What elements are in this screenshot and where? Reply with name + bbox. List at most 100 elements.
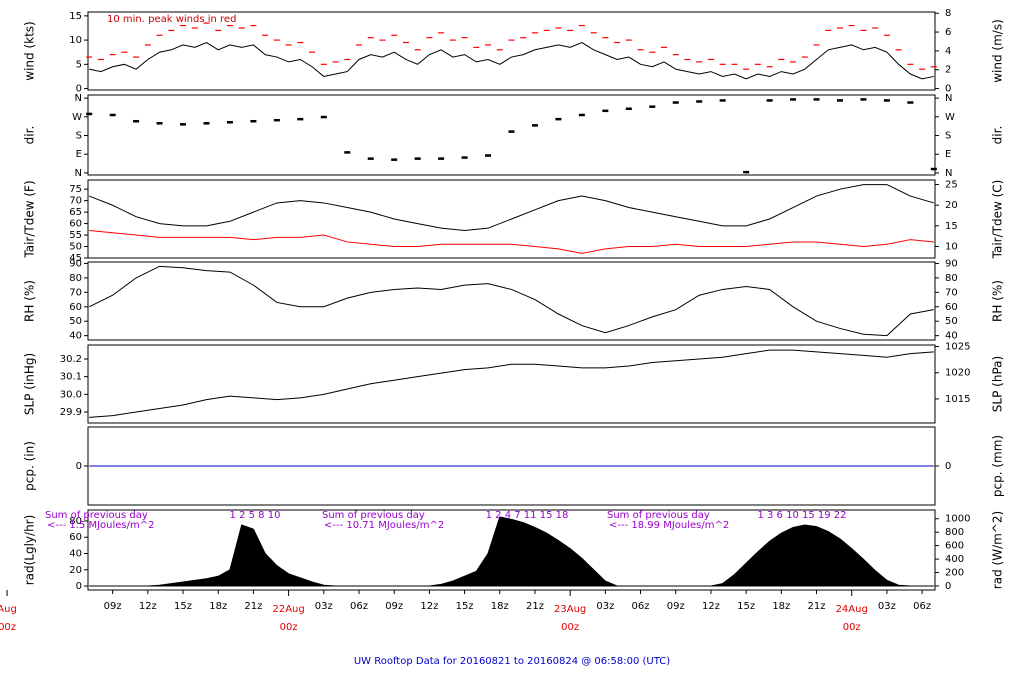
dir-point bbox=[790, 98, 797, 101]
x-tick-label: 03z bbox=[878, 601, 896, 612]
dir-point bbox=[508, 130, 515, 133]
y2-axis-label: Tair/Tdew (C) bbox=[991, 180, 1005, 260]
y-tick-label: N bbox=[75, 93, 82, 104]
y-axis-label: dir. bbox=[23, 126, 37, 145]
dir-point bbox=[766, 99, 773, 102]
x-tick-label: 15z bbox=[174, 601, 192, 612]
y2-tick-label: 10 bbox=[945, 241, 958, 252]
x-tick-label: 06z bbox=[350, 601, 368, 612]
y-tick-label: 0 bbox=[76, 461, 82, 472]
y2-tick-label: 800 bbox=[945, 527, 964, 538]
y2-tick-label: 80 bbox=[945, 273, 958, 284]
x-tick-label: 18z bbox=[772, 601, 790, 612]
day-label: 23Aug bbox=[554, 604, 586, 615]
y2-tick-label: 600 bbox=[945, 541, 964, 552]
y-tick-label: E bbox=[76, 149, 82, 160]
day-label: 24Aug bbox=[836, 604, 868, 615]
y-axis-label: rad(Lgly/hr) bbox=[23, 515, 37, 586]
y2-tick-label: 15 bbox=[945, 221, 958, 232]
x-tick-label: 06z bbox=[913, 601, 931, 612]
y2-tick-label: 2 bbox=[945, 65, 951, 76]
y2-tick-label: S bbox=[945, 131, 951, 142]
dir-point bbox=[743, 170, 750, 174]
y2-tick-label: 50 bbox=[945, 316, 958, 327]
y2-tick-label: 1015 bbox=[945, 394, 970, 405]
day-hour-label: 00z bbox=[0, 622, 16, 633]
y2-tick-label: 1000 bbox=[945, 514, 970, 525]
y2-tick-label: 0 bbox=[945, 84, 951, 95]
day-hour-label: 00z bbox=[843, 622, 861, 633]
y-tick-label: 60 bbox=[69, 532, 82, 543]
series-line bbox=[88, 184, 934, 231]
dir-point bbox=[226, 121, 233, 124]
dir-point bbox=[813, 98, 820, 101]
y2-tick-label: 90 bbox=[945, 258, 958, 269]
dir-point bbox=[438, 157, 445, 160]
dir-point bbox=[696, 100, 703, 103]
x-tick-label: 15z bbox=[737, 601, 755, 612]
dir-point bbox=[320, 115, 327, 119]
dir-point bbox=[86, 112, 93, 116]
dir-point bbox=[649, 105, 656, 108]
day-hour-label: 00z bbox=[280, 622, 298, 633]
x-tick-label: 09z bbox=[104, 601, 122, 612]
x-tick-label: 21z bbox=[808, 601, 826, 612]
y2-tick-label: 40 bbox=[945, 331, 958, 342]
y-tick-label: 55 bbox=[69, 230, 82, 241]
dir-point bbox=[555, 117, 562, 121]
y-tick-label: 60 bbox=[69, 219, 82, 230]
y-tick-label: 65 bbox=[69, 207, 82, 218]
y-axis-label: RH (%) bbox=[23, 280, 37, 322]
x-tick-label: 12z bbox=[420, 601, 438, 612]
y2-tick-label: N bbox=[945, 168, 952, 179]
y2-tick-label: 25 bbox=[945, 180, 958, 191]
dir-point bbox=[883, 99, 890, 102]
rad-note: <--- 18.99 MJoules/m^2 bbox=[609, 520, 729, 531]
hour-marks: 1 2 5 8 10 bbox=[230, 510, 281, 521]
chart-title: UW Rooftop Data for 20160821 to 20160824… bbox=[354, 656, 670, 667]
y-tick-label: 70 bbox=[69, 287, 82, 298]
day-label: Aug bbox=[0, 604, 17, 615]
x-tick-label: 09z bbox=[667, 601, 685, 612]
y-tick-label: 80 bbox=[69, 273, 82, 284]
y2-tick-label: 1020 bbox=[945, 368, 970, 379]
dir-point bbox=[109, 113, 116, 117]
y-tick-label: 45 bbox=[69, 253, 82, 264]
x-tick-label: 06z bbox=[632, 601, 650, 612]
note: 10 min. peak winds in red bbox=[107, 14, 236, 25]
rad-note: Sum of previous day bbox=[607, 510, 710, 521]
panel-frame bbox=[87, 509, 936, 591]
rad-note: Sum of previous day bbox=[45, 510, 148, 521]
y2-tick-label: 70 bbox=[945, 287, 958, 298]
dir-point bbox=[461, 156, 468, 159]
y2-axis-label: SLP (hPa) bbox=[991, 356, 1005, 412]
y2-tick-label: 20 bbox=[945, 200, 958, 211]
y2-axis-label: pcp. (mm) bbox=[991, 435, 1005, 497]
y-tick-label: 40 bbox=[69, 331, 82, 342]
y2-tick-label: 0 bbox=[945, 461, 951, 472]
x-tick-label: 21z bbox=[526, 601, 544, 612]
day-hour-label: 00z bbox=[561, 622, 579, 633]
x-tick-label: 03z bbox=[315, 601, 333, 612]
dir-point bbox=[625, 107, 632, 111]
y-tick-label: S bbox=[76, 131, 82, 142]
y-axis-label: wind (kts) bbox=[23, 21, 37, 80]
dir-point bbox=[578, 113, 585, 117]
rad-area bbox=[89, 516, 934, 587]
dir-point bbox=[836, 99, 843, 102]
y2-tick-label: 6 bbox=[945, 27, 951, 38]
hour-marks: 1 2 4 7 11 15 18 bbox=[486, 510, 569, 521]
y-tick-label: 70 bbox=[69, 196, 82, 207]
dir-point bbox=[602, 109, 609, 113]
y-tick-label: 80 bbox=[69, 516, 82, 527]
y2-tick-label: 0 bbox=[945, 581, 951, 592]
y2-tick-label: E bbox=[945, 149, 951, 160]
y-tick-label: 75 bbox=[69, 184, 82, 195]
dir-point bbox=[367, 157, 374, 160]
y2-tick-label: 200 bbox=[945, 568, 964, 579]
day-label: 22Aug bbox=[272, 604, 304, 615]
x-tick-label: 18z bbox=[491, 601, 509, 612]
dir-point bbox=[672, 101, 679, 104]
x-tick-label: 18z bbox=[209, 601, 227, 612]
y-tick-label: 30.2 bbox=[60, 354, 82, 365]
